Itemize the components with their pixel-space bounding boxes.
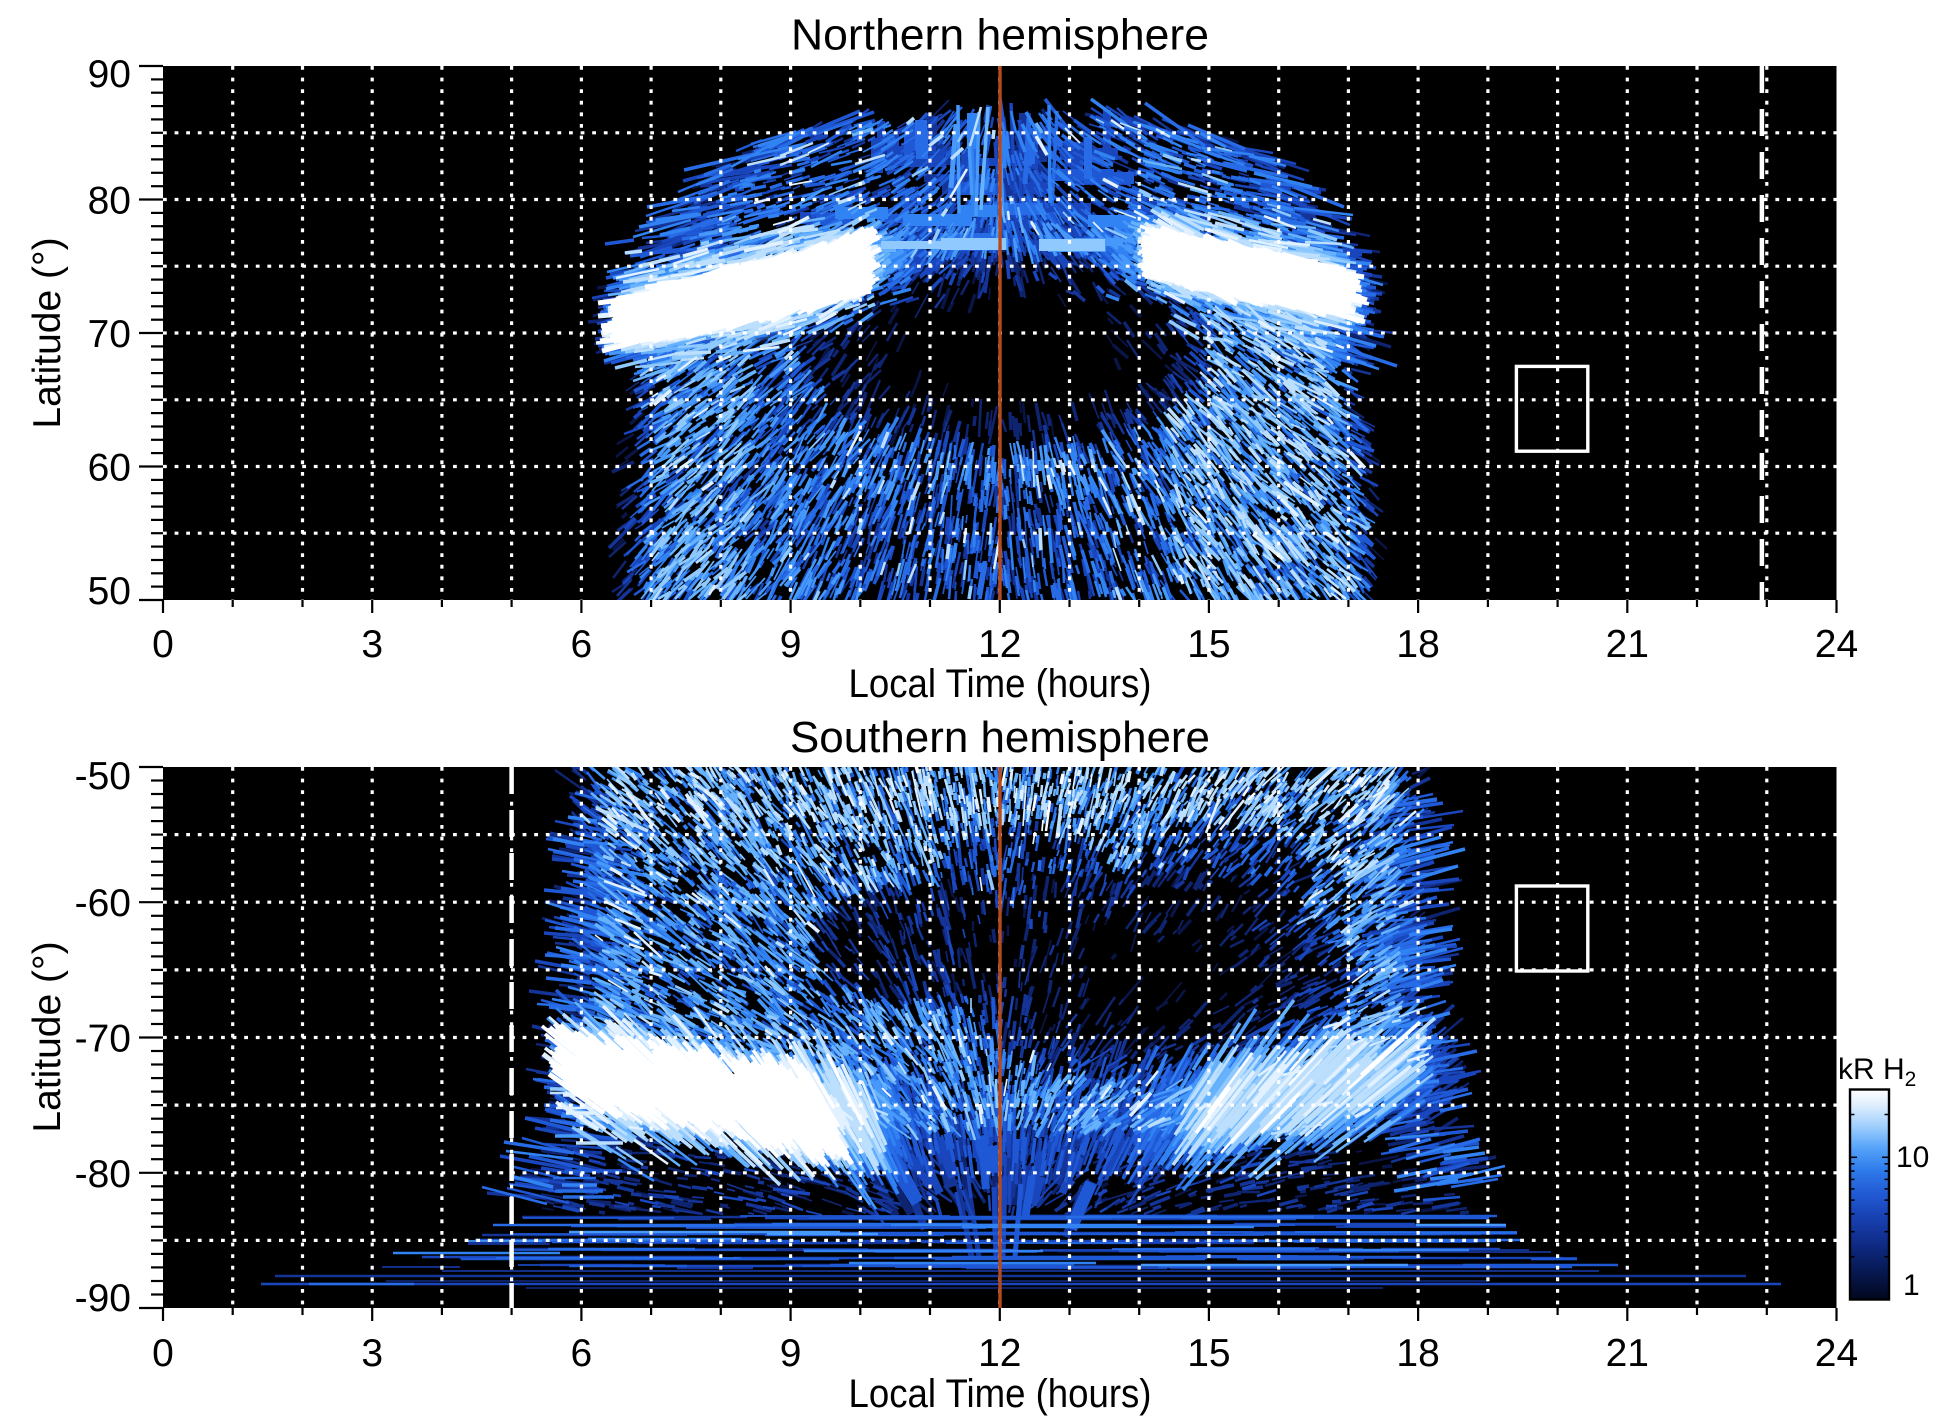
svg-text:-90: -90 xyxy=(75,1277,131,1320)
svg-text:18: 18 xyxy=(1396,623,1439,666)
svg-text:60: 60 xyxy=(88,447,131,490)
svg-text:12: 12 xyxy=(978,623,1021,666)
svg-text:-70: -70 xyxy=(75,1018,131,1061)
svg-text:Northern hemisphere: Northern hemisphere xyxy=(791,11,1209,60)
svg-text:50: 50 xyxy=(88,570,131,613)
svg-text:80: 80 xyxy=(88,180,131,223)
svg-text:6: 6 xyxy=(571,623,593,666)
svg-text:Southern hemisphere: Southern hemisphere xyxy=(790,713,1210,762)
svg-text:3: 3 xyxy=(361,1332,383,1375)
svg-text:0: 0 xyxy=(152,1332,174,1375)
svg-text:-60: -60 xyxy=(75,882,131,925)
svg-text:Latitude (°): Latitude (°) xyxy=(26,237,69,428)
svg-text:3: 3 xyxy=(361,623,383,666)
svg-text:1: 1 xyxy=(1903,1269,1920,1302)
svg-text:kR H2: kR H2 xyxy=(1838,1053,1916,1091)
svg-text:Local Time (hours): Local Time (hours) xyxy=(849,1372,1152,1416)
svg-text:90: 90 xyxy=(88,53,131,96)
svg-text:21: 21 xyxy=(1606,623,1649,666)
svg-text:9: 9 xyxy=(780,623,802,666)
svg-text:10: 10 xyxy=(1896,1141,1929,1174)
svg-text:-80: -80 xyxy=(75,1153,131,1196)
svg-text:21: 21 xyxy=(1606,1332,1649,1375)
svg-text:15: 15 xyxy=(1187,1332,1230,1375)
svg-text:Local Time (hours): Local Time (hours) xyxy=(849,662,1152,706)
svg-text:0: 0 xyxy=(152,623,174,666)
svg-text:9: 9 xyxy=(780,1332,802,1375)
svg-text:Latitude (°): Latitude (°) xyxy=(26,941,69,1132)
svg-text:15: 15 xyxy=(1187,623,1230,666)
svg-text:24: 24 xyxy=(1815,1332,1858,1375)
svg-text:-50: -50 xyxy=(75,755,131,798)
svg-text:18: 18 xyxy=(1396,1332,1439,1375)
svg-text:24: 24 xyxy=(1815,623,1858,666)
svg-text:12: 12 xyxy=(978,1332,1021,1375)
svg-text:70: 70 xyxy=(88,313,131,356)
svg-text:6: 6 xyxy=(571,1332,593,1375)
